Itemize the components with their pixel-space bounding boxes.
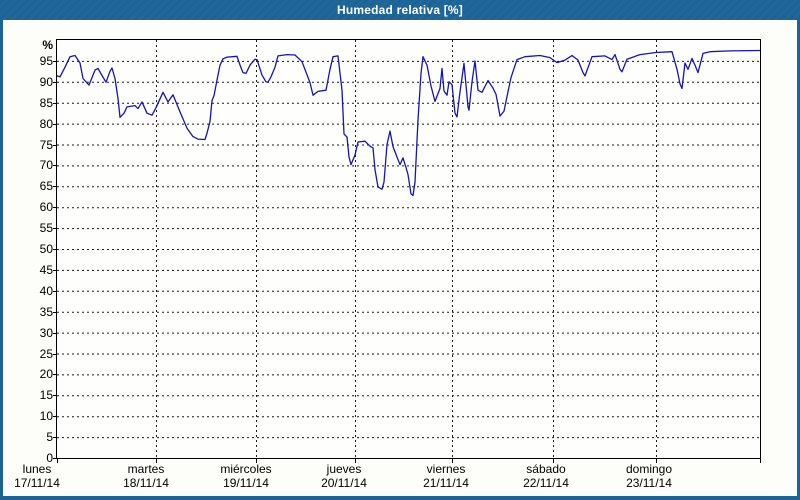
y-tick-label-55: 55 <box>39 221 53 236</box>
plot-area[interactable] <box>56 39 761 459</box>
y-tick-label-80: 80 <box>39 116 53 131</box>
day-name: martes <box>127 462 165 476</box>
y-tick-label-30: 30 <box>39 325 53 340</box>
y-tick-label-50: 50 <box>39 242 53 256</box>
x-tick-mark <box>256 459 257 463</box>
chart-canvas: % 0 5 10 15 20 25 30 35 40 45 50 55 60 65 70 75 80 85 90 95… <box>3 20 797 496</box>
y-tick-mark <box>53 82 57 83</box>
y-tick-mark <box>53 395 57 396</box>
x-tick-mark <box>760 459 761 463</box>
day-name: jueves <box>326 462 362 476</box>
y-tick-mark <box>53 249 57 250</box>
day-name: miércoles <box>220 462 272 476</box>
x-day-label-6: sábado 22/11/14 <box>523 462 569 490</box>
x-day-label-4: jueves 20/11/14 <box>321 462 367 490</box>
y-tick-mark <box>53 458 57 459</box>
y-tick-mark <box>53 270 57 271</box>
y-tick-label-40: 40 <box>39 283 53 298</box>
x-tick-mark <box>656 459 657 463</box>
y-tick-label-25: 25 <box>39 346 53 361</box>
x-tick-mark <box>355 459 356 463</box>
x-tick-mark <box>57 459 58 463</box>
y-tick-mark <box>53 333 57 334</box>
y-tick-label-75: 75 <box>39 137 53 152</box>
day-name: viernes <box>426 462 466 476</box>
y-tick-label-20: 20 <box>39 367 53 382</box>
y-tick-mark <box>53 374 57 375</box>
y-tick-label-10: 10 <box>39 409 53 424</box>
day-date: 19/11/14 <box>223 476 269 490</box>
y-tick-mark <box>53 416 57 417</box>
x-tick-mark <box>553 459 554 463</box>
y-tick-mark <box>53 437 57 438</box>
day-date: 17/11/14 <box>14 476 60 490</box>
humidity-series-line <box>57 49 760 197</box>
x-day-label-2: martes 18/11/14 <box>123 462 169 490</box>
y-tick-label-45: 45 <box>39 262 53 277</box>
y-tick-mark <box>53 61 57 62</box>
day-name: sábado <box>526 462 566 476</box>
day-date: 22/11/14 <box>523 476 569 490</box>
y-tick-label-90: 90 <box>39 74 53 89</box>
y-tick-mark <box>53 207 57 208</box>
y-tick-label-15: 15 <box>39 388 53 403</box>
x-tick-mark <box>156 459 157 463</box>
x-day-label-5: viernes 21/11/14 <box>423 462 469 490</box>
humidity-chart <box>57 40 760 458</box>
x-day-label-1: lunes 17/11/14 <box>14 462 60 490</box>
day-date: 20/11/14 <box>321 476 367 490</box>
x-day-label-3: miércoles 19/11/14 <box>220 462 271 490</box>
y-tick-mark <box>53 186 57 187</box>
y-tick-label-95: 95 <box>39 53 53 68</box>
day-name: lunes <box>22 462 52 476</box>
y-tick-mark <box>53 228 57 229</box>
y-tick-label-70: 70 <box>39 158 53 173</box>
y-axis-unit-label: % <box>42 38 53 52</box>
y-tick-label-85: 85 <box>39 95 53 110</box>
x-tick-mark <box>452 459 453 463</box>
y-tick-mark <box>53 124 57 125</box>
y-tick-mark <box>53 103 57 104</box>
day-date: 21/11/14 <box>423 476 469 490</box>
y-tick-mark <box>53 312 57 313</box>
y-tick-mark <box>53 165 57 166</box>
y-tick-label-35: 35 <box>39 304 53 319</box>
window-title: Humedad relativa [%] <box>336 3 464 17</box>
day-date: 18/11/14 <box>123 476 169 490</box>
x-day-label-7: domingo 23/11/14 <box>626 462 672 490</box>
y-tick-label-5: 5 <box>46 430 53 445</box>
y-tick-mark <box>53 354 57 355</box>
title-bar: Humedad relativa [%] <box>0 0 800 20</box>
y-tick-label-65: 65 <box>39 179 53 194</box>
day-name: domingo <box>625 462 673 476</box>
y-tick-mark <box>53 291 57 292</box>
y-tick-label-0: 0 <box>46 451 53 465</box>
day-date: 23/11/14 <box>626 476 672 490</box>
y-tick-label-60: 60 <box>39 200 53 215</box>
y-tick-mark <box>53 145 57 146</box>
